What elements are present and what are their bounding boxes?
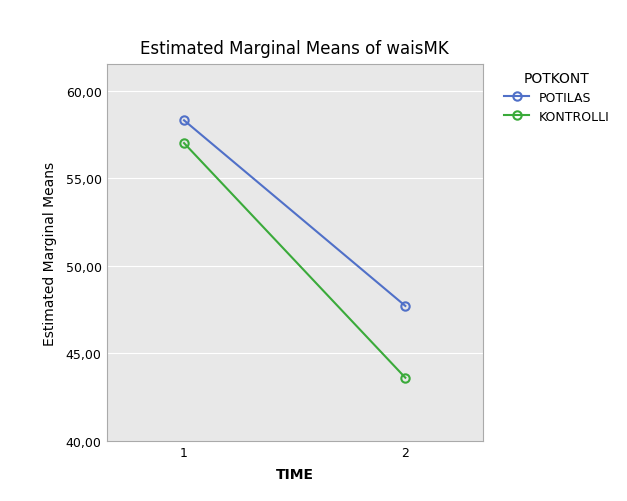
- KONTROLLI: [401, 375, 409, 381]
- Line: KONTROLLI: KONTROLLI: [180, 140, 409, 382]
- POTILAS: [401, 303, 409, 309]
- Title: Estimated Marginal Means of waisMK: Estimated Marginal Means of waisMK: [140, 40, 449, 58]
- Line: POTILAS: POTILAS: [180, 117, 409, 311]
- KONTROLLI: [181, 141, 188, 147]
- Y-axis label: Estimated Marginal Means: Estimated Marginal Means: [43, 161, 58, 345]
- X-axis label: TIME: TIME: [276, 467, 314, 481]
- Legend: POTILAS, KONTROLLI: POTILAS, KONTROLLI: [504, 71, 610, 124]
- POTILAS: [181, 118, 188, 124]
